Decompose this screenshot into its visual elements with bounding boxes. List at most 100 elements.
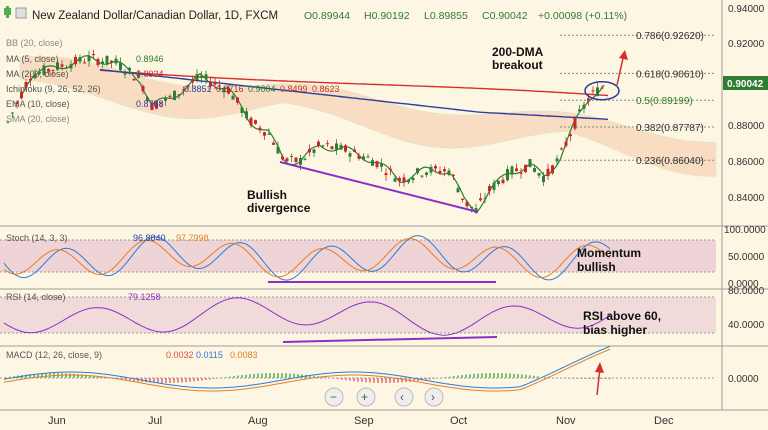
candle-body (461, 198, 464, 200)
candle-body (380, 163, 383, 167)
candle-body (600, 87, 604, 89)
zoom-in-button[interactable] (356, 387, 376, 407)
candle-body (537, 173, 541, 176)
candle-body (546, 168, 550, 177)
breakout-arrowhead (619, 50, 628, 60)
candle-body (479, 198, 482, 201)
scroll-right-button[interactable] (424, 387, 444, 407)
indicator-legend: BB (20, close) MA (5, close) 0.8946 MA (… (6, 38, 340, 124)
candle-body (173, 90, 176, 100)
legend-ichimoku-v2: 0.8716 (216, 84, 244, 94)
candle-body (299, 158, 302, 165)
time-tick-dec: Dec (654, 415, 674, 427)
candle-body (218, 85, 221, 87)
candle-body (362, 156, 365, 160)
candle-body (263, 132, 266, 136)
ohlc-close: C0.90042 (482, 10, 528, 22)
candle-body (420, 175, 424, 177)
momentum-label-1: Momentum (577, 246, 641, 260)
candle-body (542, 176, 545, 183)
candle-body (236, 97, 239, 103)
annotations: 200-DMA breakout Bullish divergence Mome… (247, 45, 661, 337)
candle-body (87, 55, 91, 62)
legend-ema[interactable]: EMA (10, close) (6, 99, 70, 109)
candle-body (303, 158, 307, 160)
candle-body (254, 120, 257, 124)
candle-body (326, 143, 329, 145)
candle-body (191, 80, 194, 83)
candle-body (321, 145, 325, 147)
candle-body (29, 79, 32, 81)
candle-body (501, 179, 505, 184)
price-divergence-line (279, 161, 479, 213)
candle-body (155, 102, 158, 109)
time-tick-oct: Oct (450, 415, 467, 427)
macd-line (3, 345, 611, 389)
macd-signal-line (3, 348, 611, 392)
candle-body (402, 177, 406, 183)
candle-body (227, 87, 230, 94)
divergence-label-2: divergence (247, 201, 311, 215)
legend-ema-value: 0.8788 (136, 99, 164, 109)
candle-body (186, 85, 190, 87)
zoom-out-button[interactable] (324, 387, 344, 407)
candle-body (209, 82, 212, 87)
fib-label-4: 0.236(0.86040) (636, 156, 704, 167)
candle-body (200, 75, 203, 79)
candle-body (123, 72, 127, 75)
stoch-label[interactable]: Stoch (14, 3, 3) (6, 233, 68, 243)
candle-body (339, 144, 343, 150)
candle-body (425, 172, 428, 175)
macd-label[interactable]: MACD (12, 26, close, 9) (6, 350, 102, 360)
time-tick-jun: Jun (48, 415, 66, 427)
candle-body (11, 112, 14, 114)
legend-bb[interactable]: BB (20, close) (6, 38, 63, 48)
legend-ichimoku-v5: 0.8623 (312, 84, 340, 94)
candle-body (110, 60, 113, 63)
time-axis[interactable]: Jun Jul Aug Sep Oct Nov Dec (48, 415, 674, 427)
price-axis[interactable]: 0.94000 0.92000 0.88000 0.86000 0.84000 … (723, 4, 768, 385)
candle-body (105, 55, 109, 64)
stoch-tick-1: 50.0000 (728, 252, 765, 263)
candle-body (528, 159, 532, 168)
rsi-label[interactable]: RSI (14, close) (6, 292, 66, 302)
chevron-icon[interactable] (15, 7, 27, 19)
candle-body (393, 178, 397, 182)
breakout-ellipse (584, 80, 620, 101)
legend-ma200[interactable]: MA (200, close) (6, 69, 69, 79)
candle-body (389, 168, 392, 170)
legend-ma200-value: 0.8934 (136, 69, 164, 79)
legend-sma[interactable]: SMA (20, close) (6, 114, 70, 124)
breakout-label-2: breakout (492, 58, 543, 72)
chevron-left-icon: ‹ (400, 390, 404, 404)
candle-body (47, 69, 50, 72)
legend-ma5[interactable]: MA (5, close) (6, 54, 59, 64)
candle-body (371, 160, 374, 166)
candle-body (515, 168, 518, 172)
candle-body (146, 97, 149, 101)
fib-label-3: 0.382(0.87787) (636, 123, 704, 134)
candle-body (312, 149, 316, 153)
candle-body (222, 88, 226, 93)
candle-body (344, 145, 347, 152)
legend-ma5-value: 0.8946 (136, 54, 164, 64)
candle-body (114, 58, 118, 64)
candle-body (204, 74, 208, 80)
candle-body (434, 166, 437, 169)
macd-hist-value: 0.0032 (166, 350, 194, 360)
candle-body (164, 97, 167, 101)
candle-body (335, 143, 338, 150)
candle-body (429, 166, 433, 173)
candle-body (78, 57, 82, 62)
candle-body (177, 94, 181, 96)
rsi-value: 79.1258 (128, 292, 161, 302)
price-tick-1: 0.92000 (728, 39, 765, 50)
candle-body (560, 148, 563, 150)
legend-ichimoku[interactable]: Ichimoku (9, 26, 52, 26) (6, 84, 101, 94)
ohlc-change: +0.00098 (+0.11%) (538, 10, 627, 22)
scroll-left-button[interactable] (394, 387, 414, 407)
legend-ichimoku-v4: 0.8499 (280, 84, 308, 94)
candle-body (353, 149, 356, 152)
